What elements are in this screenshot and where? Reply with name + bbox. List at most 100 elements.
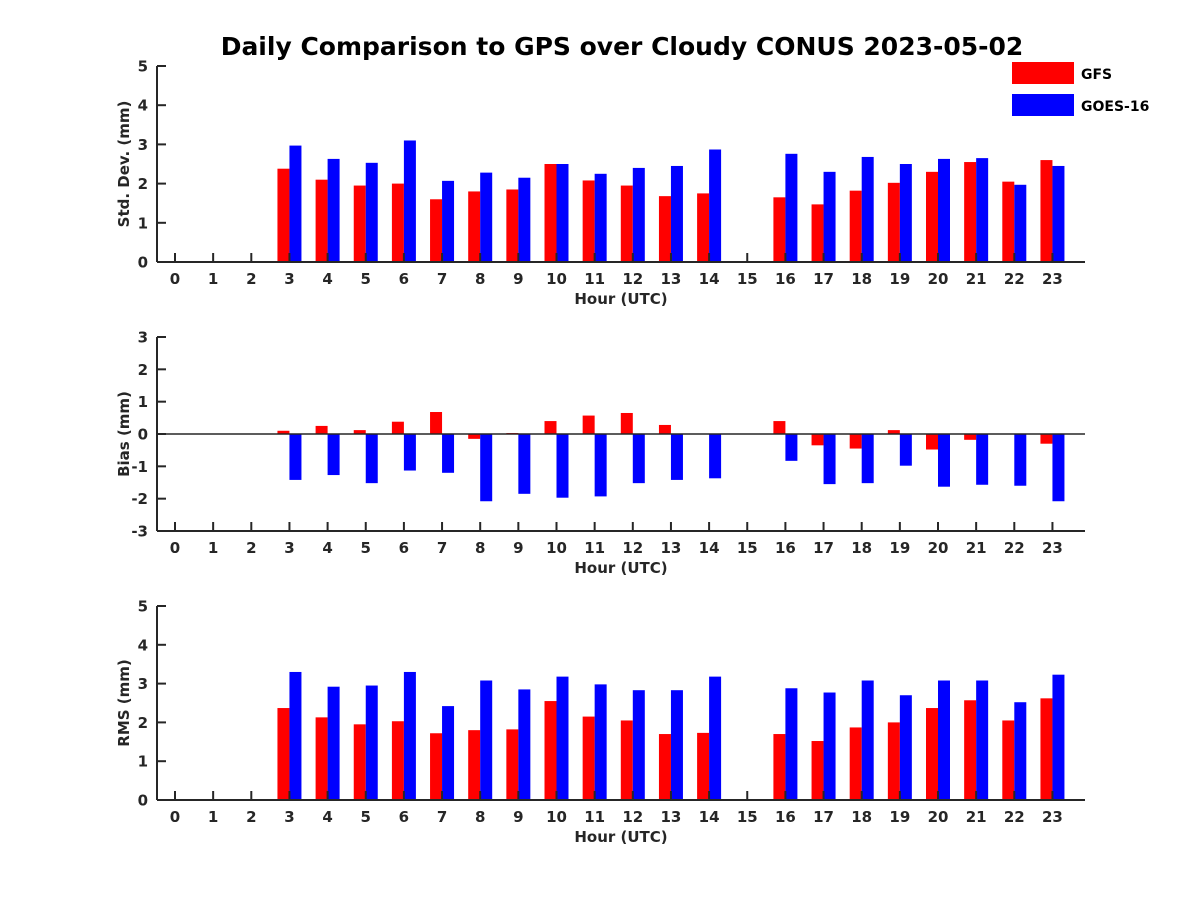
legend-swatch-goes16	[1012, 94, 1074, 116]
x-tick-label: 11	[584, 808, 605, 826]
bar-gfs-hour-18	[849, 434, 862, 449]
bar-goes-16-hour-16	[785, 688, 798, 800]
bar-goes-16-hour-13	[670, 690, 683, 800]
bar-goes-16-hour-23	[1052, 165, 1065, 262]
bar-gfs-hour-13	[658, 734, 671, 800]
x-tick-label: 5	[361, 539, 371, 557]
bar-goes-16-hour-17	[823, 171, 836, 262]
x-tick-label: 14	[699, 808, 720, 826]
x-tick-label: 0	[170, 539, 180, 557]
bar-goes-16-hour-16	[785, 434, 798, 461]
x-tick-label: 10	[546, 539, 567, 557]
x-tick-label: 8	[475, 539, 485, 557]
x-tick-label: 1	[208, 270, 218, 288]
bar-goes-16-hour-19	[899, 695, 912, 800]
x-tick-label: 10	[546, 270, 567, 288]
bar-goes-16-hour-12	[632, 690, 645, 800]
y-tick-label: -3	[131, 523, 148, 541]
x-tick-label: 12	[622, 808, 643, 826]
bar-goes-16-hour-16	[785, 153, 798, 262]
legend: GFS GOES-16	[1012, 62, 1149, 116]
bar-goes-16-hour-14	[709, 676, 722, 800]
x-tick-label: 13	[661, 539, 682, 557]
bar-goes-16-hour-10	[556, 164, 569, 262]
bar-goes-16-hour-23	[1052, 674, 1065, 800]
bar-goes-16-hour-22	[1014, 184, 1027, 262]
bar-goes-16-hour-5	[365, 162, 378, 262]
x-tick-label: 11	[584, 270, 605, 288]
bar-gfs-hour-4	[315, 425, 328, 434]
x-tick-label: 16	[775, 539, 796, 557]
bar-gfs-hour-16	[773, 197, 786, 262]
bar-gfs-hour-6	[391, 721, 404, 800]
bar-gfs-hour-10	[544, 164, 557, 262]
bar-gfs-hour-17	[811, 204, 824, 262]
bar-gfs-hour-23	[1040, 434, 1053, 444]
x-axis-label: Hour (UTC)	[574, 290, 667, 308]
x-tick-label: 4	[322, 270, 332, 288]
y-tick-label: 5	[138, 58, 148, 76]
bar-gfs-hour-20	[926, 434, 938, 450]
bar-goes-16-hour-6	[403, 140, 416, 262]
x-tick-label: 22	[1004, 808, 1025, 826]
bar-goes-16-hour-17	[823, 434, 836, 485]
bar-gfs-hour-8	[468, 191, 481, 262]
bar-goes-16-hour-4	[327, 686, 340, 800]
bar-goes-16-hour-5	[365, 685, 378, 800]
bar-gfs-hour-8	[468, 730, 481, 800]
x-tick-label: 9	[513, 270, 523, 288]
bar-gfs-hour-17	[811, 434, 824, 446]
bar-goes-16-hour-9	[518, 177, 531, 262]
bar-goes-16-hour-12	[632, 434, 645, 484]
x-tick-label: 21	[966, 808, 987, 826]
x-tick-label: 23	[1042, 539, 1063, 557]
y-tick-label: 0	[138, 426, 148, 444]
bar-goes-16-hour-23	[1052, 434, 1065, 502]
bar-gfs-hour-11	[582, 716, 595, 800]
x-tick-label: 8	[475, 270, 485, 288]
bar-gfs-hour-5	[353, 185, 366, 262]
bar-gfs-hour-22	[1002, 181, 1015, 262]
bar-gfs-hour-21	[964, 434, 977, 440]
x-tick-label: 0	[170, 808, 180, 826]
x-tick-label: 16	[775, 270, 796, 288]
y-axis-label: RMS (mm)	[115, 659, 133, 746]
legend-label-goes16: GOES-16	[1081, 99, 1149, 115]
bar-gfs-hour-7	[430, 412, 443, 434]
bar-gfs-hour-9	[506, 729, 519, 800]
bar-gfs-hour-23	[1040, 160, 1053, 262]
bar-goes-16-hour-9	[518, 434, 531, 494]
bar-goes-16-hour-14	[709, 149, 722, 262]
y-tick-label: 1	[138, 214, 148, 232]
x-tick-label: 9	[513, 539, 523, 557]
bar-goes-16-hour-13	[670, 165, 683, 262]
bar-goes-16-hour-12	[632, 167, 645, 262]
x-tick-label: 14	[699, 270, 720, 288]
x-tick-label: 5	[361, 808, 371, 826]
bar-gfs-hour-4	[315, 179, 328, 262]
x-tick-label: 15	[737, 539, 758, 557]
x-tick-label: 20	[928, 808, 949, 826]
bar-goes-16-hour-11	[594, 434, 607, 497]
x-tick-label: 21	[966, 270, 987, 288]
bar-goes-16-hour-8	[480, 434, 493, 502]
bar-goes-16-hour-13	[670, 434, 683, 480]
x-axis-label: Hour (UTC)	[574, 828, 667, 846]
x-tick-label: 2	[246, 808, 256, 826]
bar-gfs-hour-20	[926, 708, 938, 800]
x-tick-label: 1	[208, 539, 218, 557]
x-tick-label: 0	[170, 270, 180, 288]
bar-gfs-hour-8	[468, 434, 481, 439]
bar-gfs-hour-3	[277, 430, 290, 434]
y-tick-label: 3	[138, 136, 148, 154]
bar-gfs-hour-9	[506, 189, 519, 262]
chart-title: Daily Comparison to GPS over Cloudy CONU…	[221, 32, 1024, 61]
x-tick-label: 16	[775, 808, 796, 826]
y-tick-label: -2	[131, 490, 148, 508]
legend-swatch-gfs	[1012, 62, 1074, 84]
x-tick-label: 2	[246, 270, 256, 288]
bar-goes-16-hour-20	[938, 680, 950, 800]
